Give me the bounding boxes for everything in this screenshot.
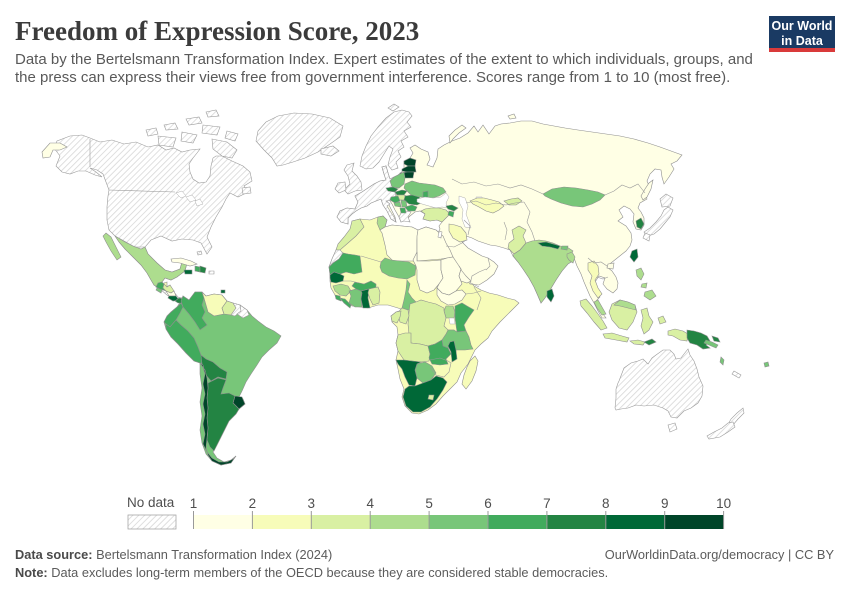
- svg-text:10: 10: [716, 496, 731, 511]
- svg-text:4: 4: [366, 496, 374, 511]
- svg-text:1: 1: [190, 496, 198, 511]
- svg-text:3: 3: [308, 496, 316, 511]
- svg-text:2: 2: [249, 496, 257, 511]
- svg-text:8: 8: [602, 496, 610, 511]
- svg-text:9: 9: [661, 496, 669, 511]
- svg-text:6: 6: [484, 496, 492, 511]
- svg-text:7: 7: [543, 496, 551, 511]
- svg-text:5: 5: [425, 496, 433, 511]
